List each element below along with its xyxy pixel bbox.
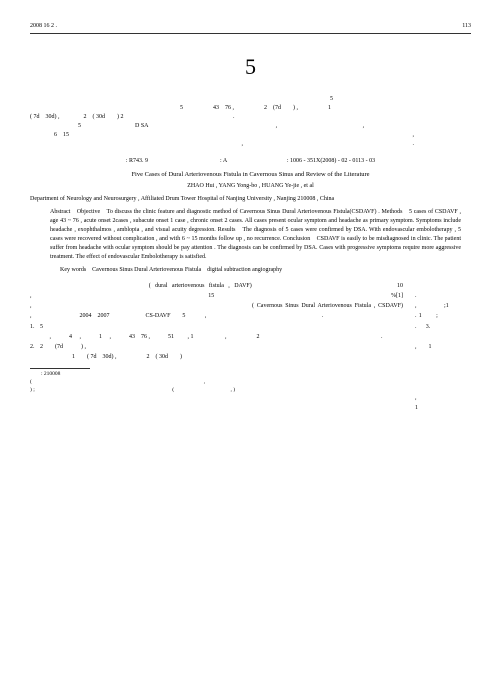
footnote-rule [30, 368, 90, 369]
page: 2008 16 2 . 113 5 5 5 43 76 , 2 (7d ) , … [0, 0, 501, 683]
classification-line: : R743. 9 : A : 1006 - 351X(2008) - 02 -… [30, 157, 471, 166]
body-columns: ( dural arteriovenous fistula , DAVF) 10… [30, 281, 471, 424]
english-authors: ZHAO Hui , YANG Yong-bo , HUANG Ye-jie ,… [30, 182, 471, 191]
left-sec1: 1. 5 [30, 322, 403, 332]
sec-num-2: 2. [30, 342, 35, 352]
right-p2d: , 4 , [415, 383, 501, 403]
english-abstract: Abstract Objective To discuss the clinic… [50, 208, 461, 262]
sec-num-1: 1. [30, 322, 35, 332]
right-p1: 3 :1 . 1 , ;1 , 3 ; . 1 ; [415, 281, 501, 352]
abs-zh-line: ( 7d 30d) , 2 ( 30d ) 2 . [30, 113, 471, 122]
running-header: 2008 16 2 . 113 [30, 22, 471, 31]
right-p2f: , [415, 413, 501, 423]
left-column: ( dural arteriovenous fistula , DAVF) 10… [30, 281, 403, 424]
sec2-tail: 2 (7d ) , [40, 344, 86, 350]
abs-zh-line: 5 [30, 95, 471, 104]
sec1-tail: 5 [40, 324, 43, 330]
header-rule [30, 33, 471, 34]
right-column: 3 :1 . 1 , ;1 , 3 ; . 1 ; [415, 281, 501, 424]
abs-zh-line: 5 D SA , , [30, 122, 471, 131]
english-title: Five Cases of Dural Arteriovenous Fistul… [30, 170, 471, 180]
left-sec2: 2. 2 (7d ) , [30, 342, 403, 352]
footnote-l2: ( , [30, 379, 403, 387]
right-p2c: , 1 [415, 372, 501, 382]
footnote-l3: ) ; ( , ) [30, 387, 403, 395]
english-affiliation: Department of Neurology and Neurosurgery… [30, 195, 471, 204]
footnote-l1: : 210008 [30, 371, 403, 379]
left-p2: , 4 , 1 , 43 76 , 51 , 1 , 2 . [30, 332, 403, 342]
right-p2b: ( ) , 1 [415, 362, 501, 372]
right-p2e: 1 1 [415, 403, 501, 413]
abs-zh-line: 5 43 76 , 2 (7d ) , 1 [30, 104, 471, 113]
left-p3: 1 ( 7d 30d) , 2 ( 30d ) [30, 352, 403, 362]
chinese-abstract: 5 5 43 76 , 2 (7d ) , 1 ( 7d 30d) , 2 ( … [30, 95, 471, 149]
title-number: 5 [30, 50, 471, 83]
abs-zh-line: , . [30, 140, 471, 149]
footnote: : 210008 ( , ) ; ( , ) [30, 371, 403, 394]
keywords: Key words Cavernous Sinus Dural Arteriov… [60, 266, 461, 275]
right-p2a: 3 [415, 352, 501, 362]
header-left: 2008 16 2 . [30, 22, 57, 31]
page-number: 113 [462, 22, 471, 31]
left-p1: ( dural arteriovenous fistula , DAVF) 10… [30, 281, 403, 322]
abs-zh-line: 6 15 , [30, 131, 471, 140]
